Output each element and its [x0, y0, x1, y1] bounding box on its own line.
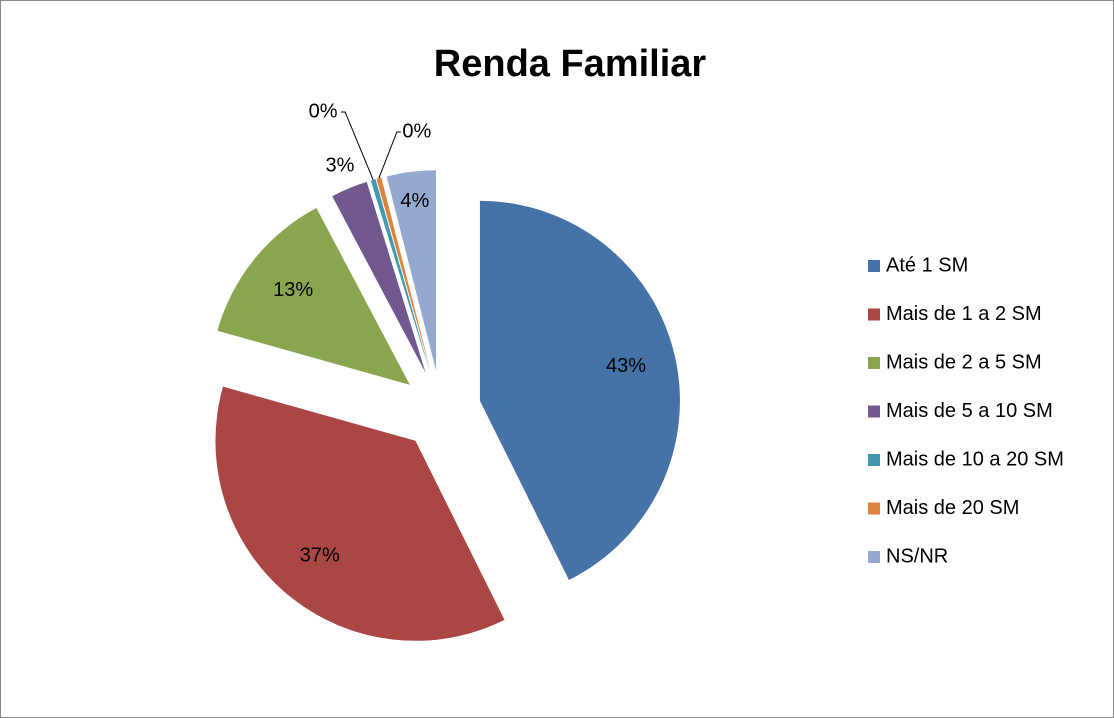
data-label: 3% [326, 154, 355, 176]
leader-line [378, 131, 401, 179]
legend-swatch [868, 405, 880, 418]
pie-slice [217, 208, 410, 385]
legend-label: Mais de 10 a 20 SM [886, 448, 1064, 470]
pie-slice [332, 181, 426, 374]
data-label: 0% [309, 100, 338, 122]
legend-swatch [868, 357, 880, 369]
chart-title: Renda Familiar [434, 43, 707, 85]
legend-label: Mais de 2 a 5 SM [886, 351, 1042, 373]
legend-label: NS/NR [886, 545, 948, 567]
data-label: 4% [400, 190, 429, 212]
leader-line [341, 111, 374, 180]
legend-swatch [868, 551, 880, 563]
legend-label: Mais de 1 a 2 SM [886, 303, 1042, 325]
legend-label: Até 1 SM [886, 254, 968, 276]
pie-slice [215, 386, 505, 641]
legend-swatch [868, 260, 880, 272]
data-label: 13% [273, 279, 313, 301]
pie-slice [386, 170, 437, 371]
pie-slice [370, 179, 430, 372]
legend-label: Mais de 20 SM [886, 497, 1019, 519]
legend-swatch [868, 454, 880, 466]
data-label: 0% [402, 120, 431, 142]
pie-slice [479, 200, 680, 580]
legend-label: Mais de 5 a 10 SM [886, 400, 1053, 422]
legend-swatch [868, 308, 880, 321]
pie-slice [376, 177, 431, 372]
data-label: 43% [606, 355, 646, 377]
legend-swatch [868, 502, 880, 515]
data-label: 37% [300, 545, 340, 567]
